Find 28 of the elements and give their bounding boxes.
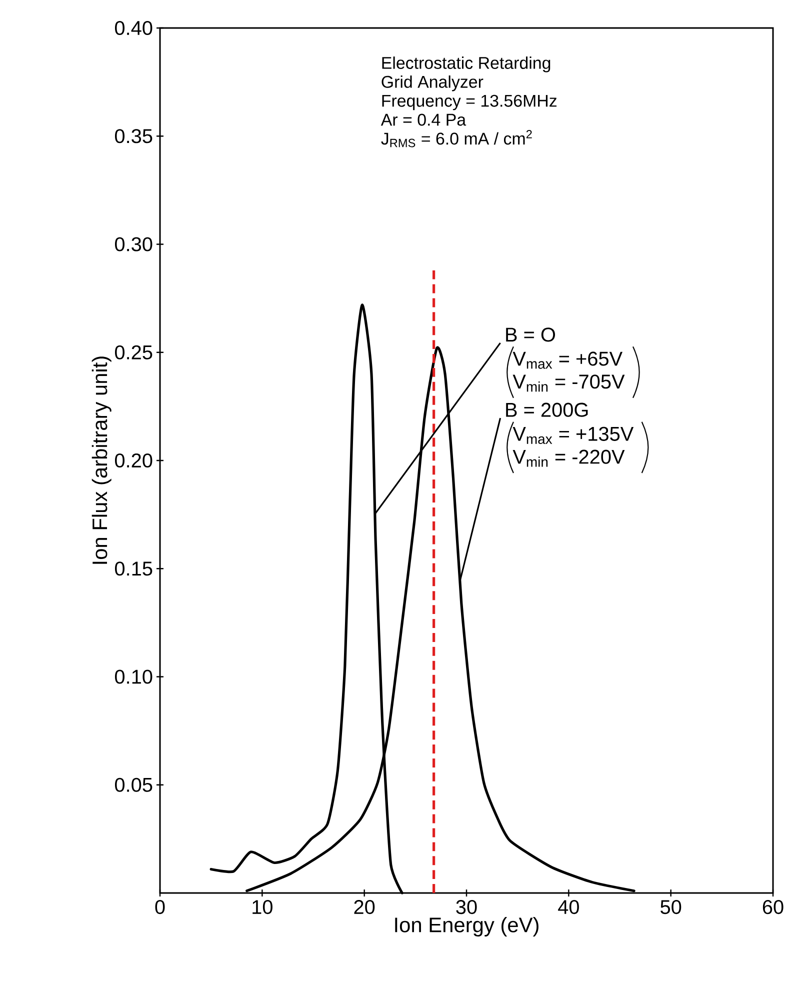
annotation: V$_{max}$ = +65V <box>512 352 622 369</box>
y-axis-title: Ion Flux (arbitrary unit) <box>92 356 112 564</box>
x-tick-label: 50 <box>660 900 682 914</box>
x-tick-label: 40 <box>558 900 579 914</box>
x-tick-label: 0 <box>155 900 165 914</box>
annotation: V$_{min}$ = -220V <box>512 450 625 467</box>
annotation: Grid Analyzer <box>382 75 484 92</box>
annotation: J$_{RMS}$ = 6.0 mA / cm$^{2}$ <box>381 130 532 148</box>
x-tick-label: 60 <box>762 900 784 914</box>
annotation: Frequency = 13.56MHz <box>382 94 557 110</box>
annotation: Ar = 0.4 Pa <box>380 114 466 126</box>
x-tick-label: 30 <box>456 900 477 914</box>
y-tick-label: 0.25 <box>114 345 152 360</box>
annotation: B = 200G <box>506 402 588 417</box>
y-tick-label: 0.35 <box>114 129 152 144</box>
y-tick-label: 0.30 <box>114 237 152 252</box>
annotation: V$_{max}$ = +135V <box>512 426 634 444</box>
annotation: Electrostatic Retarding <box>382 56 550 72</box>
annotation: B = O <box>506 328 556 342</box>
y-tick-label: 0.15 <box>114 562 152 576</box>
y-tick-label: 0.10 <box>114 670 152 684</box>
x-tick-label: 10 <box>252 900 272 914</box>
y-tick-label: 0.05 <box>114 778 152 792</box>
x-tick-label: 20 <box>354 900 375 914</box>
y-tick-label: 0.20 <box>114 453 152 468</box>
x-axis-title: Ion Energy (eV) <box>395 916 538 936</box>
y-tick-label: 0.40 <box>114 20 152 36</box>
annotation: V$_{min}$ = -705V <box>512 374 625 392</box>
